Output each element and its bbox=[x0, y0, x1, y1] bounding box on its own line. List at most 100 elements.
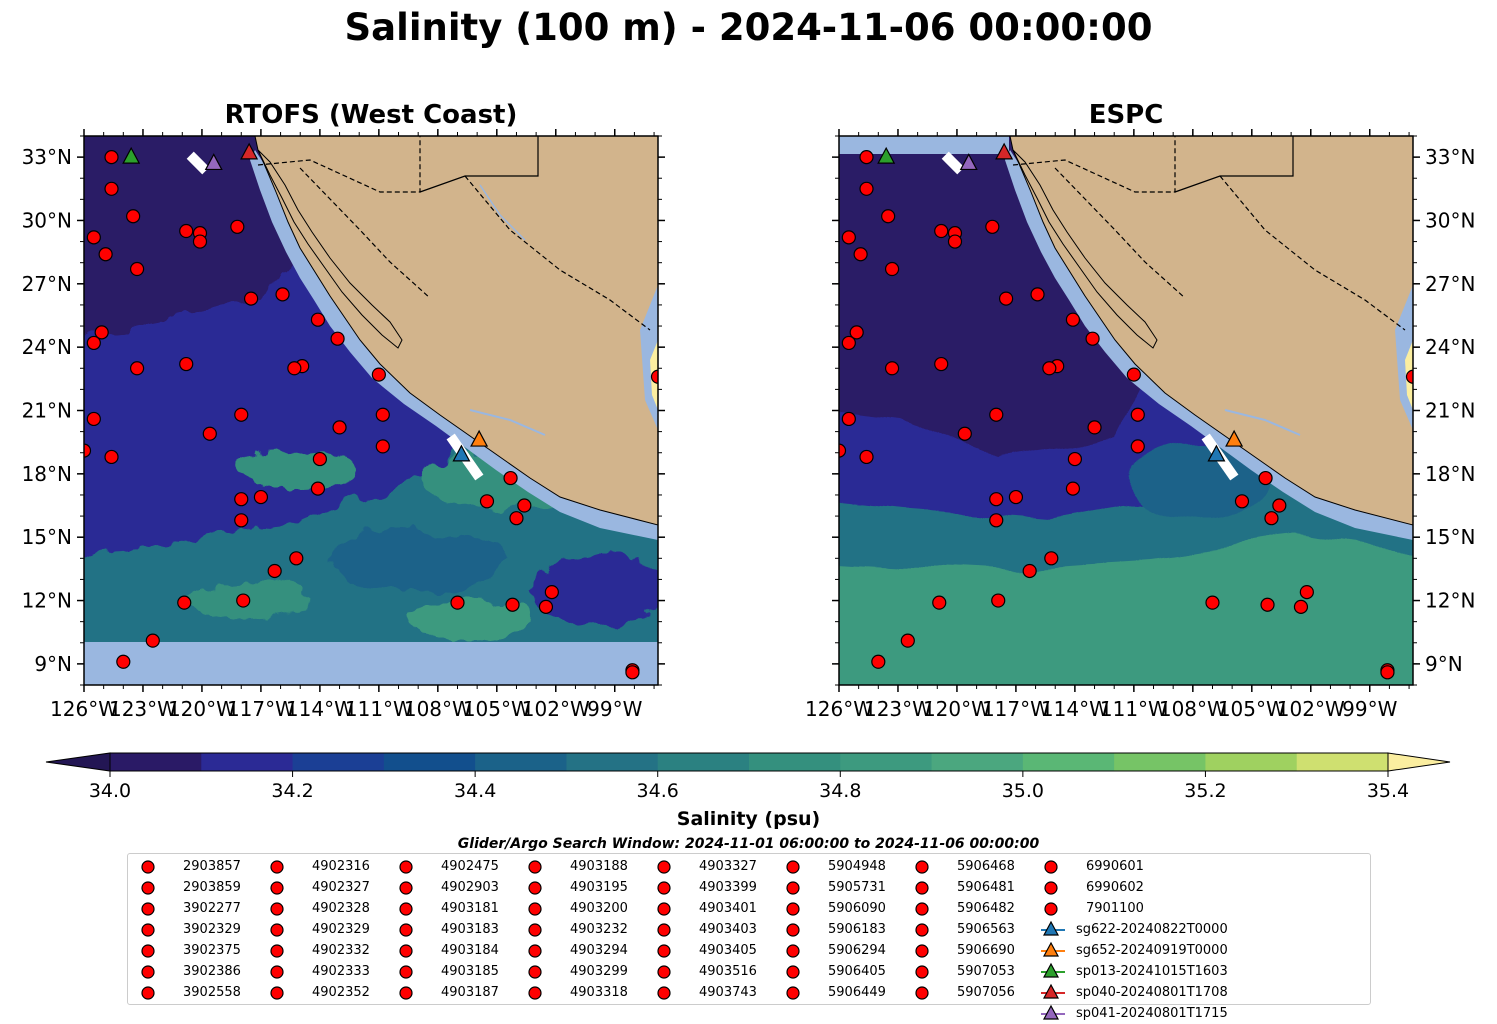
lon-tick-label: 111°W bbox=[345, 697, 413, 721]
legend-label: 4903743 bbox=[699, 985, 757, 1000]
argo-float-marker bbox=[849, 325, 864, 340]
colorbar-tick-label: 34.6 bbox=[636, 780, 679, 802]
argo-float-marker bbox=[116, 654, 131, 669]
argo-float-marker bbox=[86, 230, 101, 245]
argo-float-marker bbox=[1065, 481, 1081, 496]
argo-legend-icon bbox=[528, 881, 542, 895]
argo-float-marker bbox=[503, 470, 518, 486]
legend-label: 4903184 bbox=[441, 943, 499, 958]
argo-legend-icon bbox=[528, 965, 542, 979]
legend-label: 4903299 bbox=[570, 964, 628, 979]
argo-float-marker bbox=[236, 593, 251, 608]
glider-legend-icon bbox=[1041, 983, 1065, 999]
argo-legend-icon bbox=[270, 986, 284, 1000]
legend-label: 5906405 bbox=[828, 964, 886, 979]
argo-float-marker bbox=[1008, 489, 1024, 505]
argo-float-marker bbox=[1260, 597, 1275, 612]
lat-tick-label: 24°N bbox=[22, 335, 72, 359]
glider-marker bbox=[204, 153, 223, 171]
legend-label: sp013-20241015T1603 bbox=[1076, 964, 1228, 979]
colorbar-segment bbox=[931, 753, 1024, 771]
argo-float-marker bbox=[230, 219, 245, 234]
argo-float-marker bbox=[177, 595, 192, 610]
legend-label: 3902277 bbox=[183, 901, 241, 916]
argo-legend-icon bbox=[915, 944, 929, 958]
argo-float-marker bbox=[871, 654, 886, 669]
glider-marker bbox=[1207, 444, 1226, 462]
legend-label: 7901100 bbox=[1086, 901, 1144, 916]
lon-tick-label: 102°W bbox=[1277, 697, 1345, 721]
argo-legend-icon bbox=[528, 923, 542, 937]
argo-float-marker bbox=[179, 356, 194, 372]
figure-title: Salinity (100 m) - 2024-11-06 00:00:00 bbox=[344, 6, 1153, 49]
argo-legend-icon bbox=[528, 986, 542, 1000]
argo-float-marker bbox=[1042, 361, 1057, 376]
argo-float-marker bbox=[371, 367, 386, 382]
legend-label: 4903403 bbox=[699, 922, 757, 937]
glider-legend-icon bbox=[1041, 941, 1065, 957]
argo-legend-icon bbox=[399, 923, 413, 937]
colorbar-tick-label: 34.0 bbox=[88, 780, 132, 802]
legend-label: 4902332 bbox=[312, 943, 370, 958]
argo-float-marker bbox=[1299, 584, 1314, 600]
argo-float-marker bbox=[332, 420, 347, 435]
argo-legend-icon bbox=[657, 986, 671, 1000]
argo-float-marker bbox=[1293, 599, 1309, 614]
argo-float-marker bbox=[900, 633, 915, 648]
legend-label: 5906183 bbox=[828, 922, 886, 937]
legend-label: 5906449 bbox=[828, 985, 886, 1000]
legend-label: sp040-20240801T1708 bbox=[1076, 985, 1228, 1000]
argo-float-marker bbox=[991, 593, 1006, 608]
legend-label: 4903195 bbox=[570, 880, 628, 895]
argo-legend-icon bbox=[141, 881, 155, 895]
argo-legend-icon bbox=[657, 860, 671, 874]
glider-marker bbox=[452, 444, 471, 462]
argo-float-marker bbox=[94, 325, 109, 340]
argo-legend-icon bbox=[786, 986, 800, 1000]
lon-tick-label: 108°W bbox=[404, 697, 472, 721]
argo-float-marker bbox=[330, 331, 345, 346]
legend-label: 5907053 bbox=[957, 964, 1015, 979]
argo-float-marker bbox=[104, 150, 119, 165]
lon-tick-label: 102°W bbox=[522, 697, 590, 721]
glider-marker bbox=[240, 142, 259, 160]
colorbar-tick-label: 34.4 bbox=[453, 780, 497, 802]
argo-legend-icon bbox=[399, 902, 413, 916]
argo-float-marker bbox=[98, 247, 113, 262]
lon-tick-label: 105°W bbox=[1218, 697, 1286, 721]
argo-legend-icon bbox=[915, 860, 929, 874]
legend-label: 2903857 bbox=[183, 859, 241, 874]
colorbar-tick-label: 35.4 bbox=[1366, 780, 1410, 802]
colorbar-segment bbox=[475, 753, 567, 771]
lat-tick-label: 24°N bbox=[1425, 335, 1475, 359]
argo-float-marker bbox=[859, 181, 874, 196]
argo-legend-icon bbox=[270, 923, 284, 937]
argo-float-marker bbox=[202, 426, 217, 441]
argo-float-marker bbox=[1067, 451, 1082, 467]
argo-float-marker bbox=[312, 451, 327, 467]
legend-label: 3902386 bbox=[183, 964, 241, 979]
argo-float-marker bbox=[479, 494, 495, 509]
argo-float-marker bbox=[841, 411, 856, 427]
colorbar-segment bbox=[840, 753, 933, 771]
colorbar-tick-label: 34.8 bbox=[819, 780, 862, 802]
legend-label: sg622-20240822T0000 bbox=[1076, 922, 1228, 937]
argo-legend-icon bbox=[786, 902, 800, 916]
lat-tick-label: 27°N bbox=[22, 272, 72, 296]
legend-label: 4902316 bbox=[312, 859, 370, 874]
argo-float-marker bbox=[859, 150, 874, 165]
argo-float-marker bbox=[104, 181, 119, 196]
legend: 2903857 2903859 3902277 3902329 3902375 39023… bbox=[127, 853, 1371, 1021]
legend-label: 4902328 bbox=[312, 901, 370, 916]
legend-label: 6990602 bbox=[1086, 880, 1144, 895]
lon-tick-label: 117°W bbox=[227, 697, 295, 721]
argo-legend-icon bbox=[141, 860, 155, 874]
legend-label: 4902329 bbox=[312, 922, 370, 937]
argo-float-marker bbox=[253, 489, 269, 505]
argo-float-marker bbox=[310, 481, 326, 496]
legend-label: 5906690 bbox=[957, 943, 1015, 958]
argo-legend-icon bbox=[141, 965, 155, 979]
argo-float-marker bbox=[884, 361, 900, 376]
argo-float-marker bbox=[1264, 511, 1279, 526]
lat-tick-label: 21°N bbox=[1425, 399, 1475, 423]
